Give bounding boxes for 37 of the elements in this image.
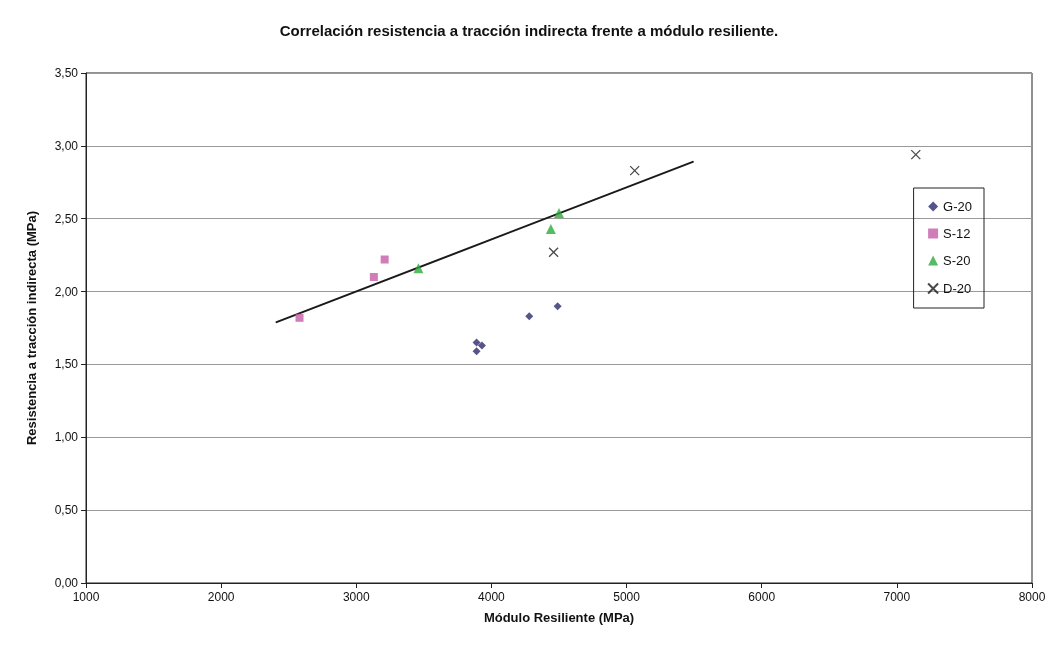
point bbox=[553, 302, 562, 311]
legend-label: S-12 bbox=[943, 226, 971, 241]
x-tick-label: 4000 bbox=[478, 590, 506, 604]
y-tick-label: 1,50 bbox=[54, 357, 79, 372]
y-tick-label: 2,50 bbox=[54, 211, 79, 226]
point bbox=[545, 223, 556, 234]
legend-label: G-20 bbox=[943, 199, 973, 214]
x-tick-label: 8000 bbox=[1018, 590, 1046, 604]
point bbox=[380, 255, 389, 264]
y-tick-label: 0,50 bbox=[54, 503, 79, 518]
x-axis-title: Módulo Resiliente (MPa) bbox=[483, 610, 635, 625]
point bbox=[910, 149, 921, 160]
legend-label: S-20 bbox=[943, 253, 971, 268]
x-tick-label: 6000 bbox=[748, 590, 776, 604]
y-tick-label: 3,00 bbox=[54, 138, 79, 153]
x-tick-label: 2000 bbox=[207, 590, 235, 604]
x-tick-label: 3000 bbox=[342, 590, 370, 604]
x-tick-label: 7000 bbox=[883, 590, 911, 604]
point bbox=[525, 312, 534, 321]
legend-label: D-20 bbox=[943, 281, 972, 296]
y-tick-label: 0,00 bbox=[54, 576, 79, 590]
point bbox=[472, 347, 481, 356]
point bbox=[554, 207, 564, 218]
point bbox=[548, 247, 559, 258]
point bbox=[413, 263, 424, 274]
point bbox=[295, 313, 304, 322]
y-axis-title: Resistencia a tracción indirecta (MPa) bbox=[24, 210, 39, 446]
point bbox=[369, 273, 378, 281]
x-tick-label: 5000 bbox=[613, 590, 641, 604]
x-tick-label: 1000 bbox=[72, 590, 100, 604]
y-tick-label: 2,00 bbox=[54, 284, 79, 299]
point bbox=[629, 165, 640, 176]
point bbox=[477, 341, 486, 350]
point bbox=[472, 338, 481, 347]
y-tick-label: 1,00 bbox=[54, 430, 79, 445]
chart-title: Correlación resistencia a tracción indirecta frente a módulo resiliente. bbox=[279, 22, 779, 39]
y-tick-label: 3,50 bbox=[54, 66, 79, 80]
